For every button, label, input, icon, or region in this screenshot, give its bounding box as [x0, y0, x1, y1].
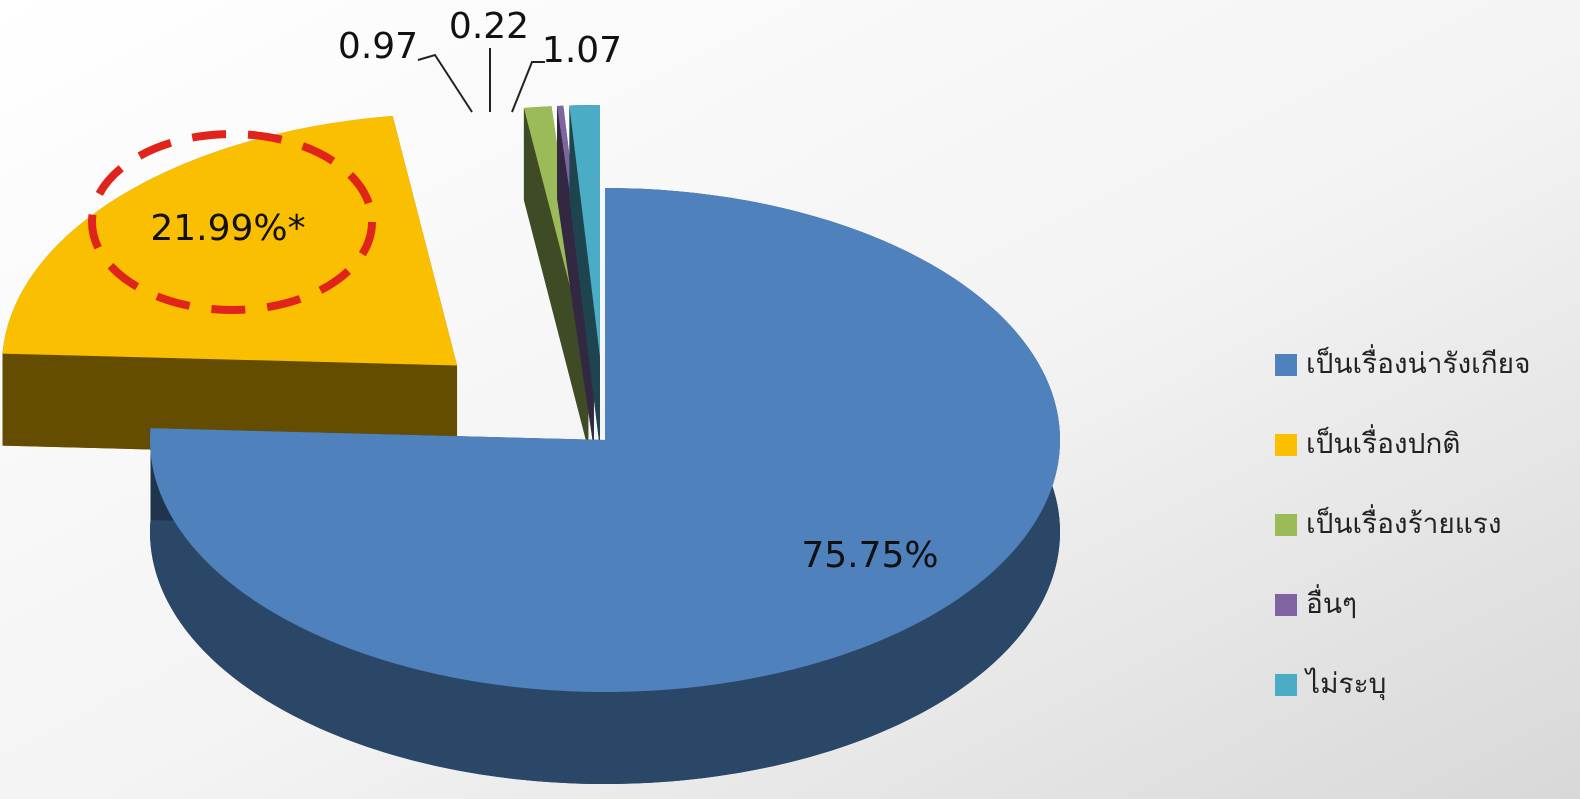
- legend-swatch: [1275, 354, 1297, 376]
- legend-label: เป็นเรื่องปกติ: [1306, 424, 1461, 460]
- slice-wall: [2, 353, 458, 458]
- legend-swatch: [1275, 594, 1297, 616]
- legend-label: อื่นๆ: [1306, 584, 1357, 620]
- data-label: 0.97: [338, 26, 418, 67]
- slice-wall: [569, 105, 600, 449]
- slice: [569, 104, 600, 357]
- slice: [2, 116, 458, 366]
- legend-swatch: [1275, 514, 1297, 536]
- legend-label: เป็นเรื่องร้ายแรง: [1306, 504, 1502, 540]
- data-label: 75.75%: [801, 535, 938, 576]
- leader-line: [511, 61, 545, 113]
- labels: 75.75% 21.99%* 0.97 0.22 1.07: [88, 6, 939, 576]
- slice: [150, 188, 1060, 692]
- legend-swatch: [1275, 674, 1297, 696]
- data-label: 21.99%*: [150, 208, 305, 249]
- legend-label: ไม่ระบุ: [1304, 667, 1386, 701]
- leader-line: [417, 53, 473, 113]
- data-label: 0.22: [449, 6, 529, 47]
- legend-label: เป็นเรื่องน่ารังเกียจ: [1306, 344, 1531, 380]
- highlight-ring: [88, 130, 376, 314]
- data-label: 1.07: [542, 30, 622, 71]
- legend-swatch: [1275, 434, 1297, 456]
- slice-wall: [523, 107, 589, 450]
- legend: เป็นเรื่องน่ารังเกียจเป็นเรื่องปกติเป็นเ…: [1275, 344, 1531, 701]
